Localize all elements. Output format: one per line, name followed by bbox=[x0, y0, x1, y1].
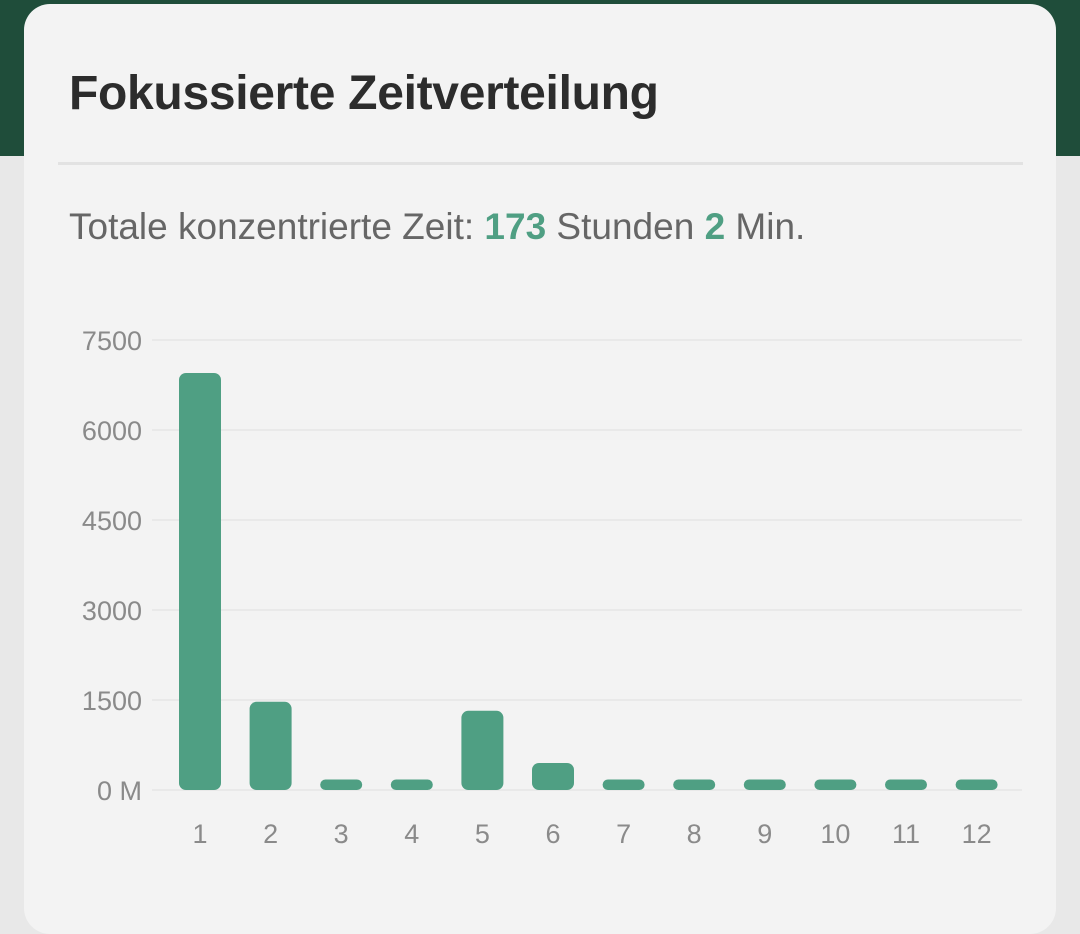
hours-unit: Stunden bbox=[546, 206, 705, 247]
x-tick-label: 9 bbox=[757, 819, 772, 849]
x-tick-label: 6 bbox=[545, 819, 560, 849]
x-tick-label: 3 bbox=[334, 819, 349, 849]
bar-8[interactable] bbox=[673, 779, 716, 791]
bar-5[interactable] bbox=[461, 710, 504, 790]
title-divider bbox=[58, 162, 1023, 165]
bar-11[interactable] bbox=[885, 779, 927, 791]
y-tick-label: 3000 bbox=[82, 596, 142, 626]
bar-12[interactable] bbox=[955, 779, 998, 791]
x-tick-label: 11 bbox=[892, 819, 920, 849]
bar-3[interactable] bbox=[320, 779, 363, 791]
y-tick-label: 4500 bbox=[82, 506, 142, 536]
x-tick-label: 2 bbox=[263, 819, 278, 849]
minutes-unit: Min. bbox=[725, 206, 806, 247]
bar-6[interactable] bbox=[532, 763, 574, 790]
bar-2[interactable] bbox=[249, 701, 292, 790]
bar-9[interactable] bbox=[743, 779, 786, 791]
x-tick-label: 7 bbox=[616, 819, 631, 849]
bar-10[interactable] bbox=[814, 779, 857, 791]
y-tick-label: 1500 bbox=[82, 686, 142, 716]
bar-1[interactable] bbox=[179, 373, 221, 790]
hours-value: 173 bbox=[484, 206, 547, 247]
total-focus-summary: Totale konzentrierte Zeit: 173 Stunden 2… bbox=[69, 206, 805, 248]
y-tick-label: 0 M bbox=[97, 776, 142, 806]
x-tick-label: 4 bbox=[404, 819, 419, 849]
minutes-value: 2 bbox=[704, 206, 726, 247]
bar-4[interactable] bbox=[390, 779, 433, 791]
x-tick-label: 10 bbox=[820, 819, 850, 849]
summary-prefix: Totale konzentrierte Zeit: bbox=[69, 206, 485, 247]
x-tick-label: 1 bbox=[192, 819, 207, 849]
x-tick-label: 5 bbox=[475, 819, 490, 849]
y-tick-label: 6000 bbox=[82, 416, 142, 446]
y-tick-label: 7500 bbox=[82, 326, 142, 356]
bar-7[interactable] bbox=[602, 779, 645, 791]
card-title: Fokussierte Zeitverteilung bbox=[69, 67, 659, 120]
x-tick-label: 12 bbox=[962, 819, 992, 849]
x-tick-label: 8 bbox=[687, 819, 702, 849]
